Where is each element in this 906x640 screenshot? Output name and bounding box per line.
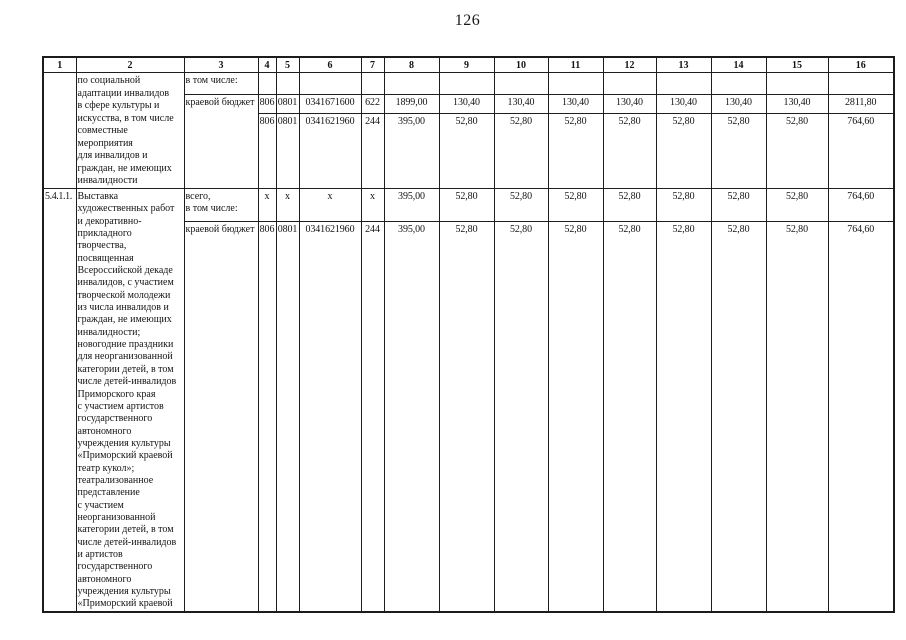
- column-header: 6: [298, 56, 362, 73]
- column-header: 4: [257, 56, 277, 73]
- funding-source-cell: краевой бюджет: [183, 220, 259, 613]
- column-header: 11: [547, 56, 604, 73]
- column-header: 1: [42, 56, 77, 73]
- column-header: 3: [183, 56, 259, 73]
- cell: [493, 72, 549, 95]
- cell: 244: [360, 113, 385, 189]
- cell: х: [275, 188, 300, 222]
- cell: 0341621960: [298, 220, 362, 613]
- column-header: 5: [275, 56, 300, 73]
- cell: 52,80: [765, 113, 829, 189]
- cell: 52,80: [655, 188, 712, 222]
- cell: 52,80: [710, 113, 767, 189]
- cell: [257, 72, 277, 95]
- table-row: 5.4.1.1. Выставка художественных работ и…: [42, 187, 895, 613]
- cell: 52,80: [438, 113, 495, 189]
- column-header: 14: [710, 56, 767, 73]
- cell: 52,80: [493, 220, 549, 613]
- page-number: 126: [454, 12, 481, 29]
- activity-name-cell: Выставка художественных работ и декорати…: [75, 187, 185, 613]
- cell: 622: [360, 94, 385, 114]
- cell: 130,40: [602, 94, 657, 114]
- cell: 395,00: [383, 188, 440, 222]
- cell: 52,80: [765, 188, 829, 222]
- cell: х: [298, 188, 362, 222]
- cell: 52,80: [493, 113, 549, 189]
- cell: [710, 72, 767, 95]
- cell: [298, 72, 362, 95]
- cell: 52,80: [547, 220, 604, 613]
- funding-source-cell: в том числе:: [183, 72, 259, 95]
- cell: 0801: [275, 113, 300, 189]
- column-header: 13: [655, 56, 712, 73]
- column-header: 8: [383, 56, 440, 73]
- cell: 0341621960: [298, 113, 362, 189]
- cell: 52,80: [438, 220, 495, 613]
- cell: 130,40: [765, 94, 829, 114]
- cell: 244: [360, 220, 385, 613]
- cell: 395,00: [383, 113, 440, 189]
- cell: 1899,00: [383, 94, 440, 114]
- cell: [275, 72, 300, 95]
- cell: 130,40: [710, 94, 767, 114]
- cell: 806: [257, 94, 277, 114]
- cell: 130,40: [655, 94, 712, 114]
- column-header: 15: [765, 56, 829, 73]
- cell: 52,80: [438, 188, 495, 222]
- column-header: 9: [438, 56, 495, 73]
- funding-source-cell: всего, в том числе:: [183, 188, 259, 222]
- column-header: 2: [75, 56, 185, 73]
- cell: 52,80: [765, 220, 829, 613]
- cell: [827, 72, 895, 95]
- cell: 806: [257, 113, 277, 189]
- cell: [547, 72, 604, 95]
- cell: 52,80: [602, 113, 657, 189]
- cell: 52,80: [710, 188, 767, 222]
- funding-source-cell: краевой бюджет: [183, 94, 259, 189]
- cell: 52,80: [655, 220, 712, 613]
- cell: 395,00: [383, 220, 440, 613]
- cell: х: [257, 188, 277, 222]
- cell: 2811,80: [827, 94, 895, 114]
- cell: [438, 72, 495, 95]
- cell: х: [360, 188, 385, 222]
- cell: 52,80: [710, 220, 767, 613]
- cell: 764,60: [827, 113, 895, 189]
- column-header: 10: [493, 56, 549, 73]
- row-number-cell: [42, 72, 77, 189]
- header-row: 1 2 3 4 5 6 7 8 9 10 11 12 13 14 15 16: [42, 56, 895, 73]
- cell: 130,40: [438, 94, 495, 114]
- cell: 130,40: [493, 94, 549, 114]
- cell: 0341671600: [298, 94, 362, 114]
- cell: 52,80: [655, 113, 712, 189]
- cell: 764,60: [827, 220, 895, 613]
- cell: 52,80: [547, 188, 604, 222]
- column-header: 12: [602, 56, 657, 73]
- cell: 0801: [275, 94, 300, 114]
- cell: [360, 72, 385, 95]
- table-row: по социальной адаптации инвалидов в сфер…: [42, 72, 895, 189]
- cell: 52,80: [602, 220, 657, 613]
- column-header: 16: [827, 56, 895, 73]
- cell: 0801: [275, 220, 300, 613]
- cell: [602, 72, 657, 95]
- cell: 764,60: [827, 188, 895, 222]
- cell: [655, 72, 712, 95]
- budget-table: 1 2 3 4 5 6 7 8 9 10 11 12 13 14 15 16 п…: [42, 56, 895, 613]
- cell: 52,80: [493, 188, 549, 222]
- cell: [383, 72, 440, 95]
- column-header: 7: [360, 56, 385, 73]
- cell: [765, 72, 829, 95]
- cell: 130,40: [547, 94, 604, 114]
- table-row: краевой бюджет 806 0801 0341621960 244 3…: [43, 220, 895, 613]
- cell: 806: [257, 220, 277, 613]
- activity-name-cell: по социальной адаптации инвалидов в сфер…: [75, 72, 185, 189]
- cell: 52,80: [547, 113, 604, 189]
- table-row: 806 0801 0341621960 244 395,00 52,80 52,…: [43, 113, 895, 189]
- cell: 52,80: [602, 188, 657, 222]
- row-number-cell: 5.4.1.1.: [42, 187, 77, 613]
